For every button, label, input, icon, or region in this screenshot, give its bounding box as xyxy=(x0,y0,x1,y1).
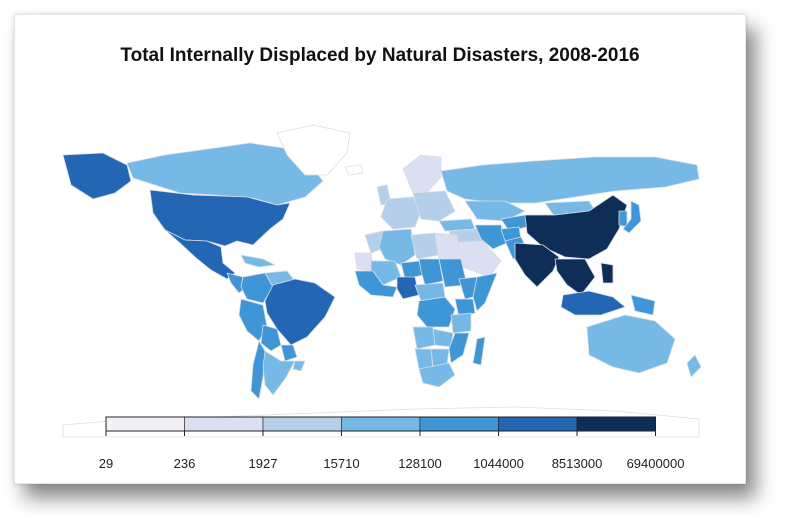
legend xyxy=(105,416,656,436)
region-Greenland[interactable] xyxy=(276,124,351,176)
legend-bin-7 xyxy=(576,416,656,432)
region-Nigeria[interactable] xyxy=(396,276,420,300)
region-Kazakhstan[interactable] xyxy=(464,200,526,222)
region-DR Congo[interactable] xyxy=(416,296,456,328)
region-Korea[interactable] xyxy=(618,210,628,228)
legend-bin-1 xyxy=(105,416,185,432)
region-New Zealand[interactable] xyxy=(686,354,702,378)
legend-bin-5 xyxy=(419,416,499,432)
region-Mainland Southeast Asia[interactable] xyxy=(554,258,596,296)
legend-label-4: 15710 xyxy=(323,456,360,471)
region-Angola[interactable] xyxy=(412,326,436,350)
region-Alaska[interactable] xyxy=(62,152,132,200)
region-Paraguay[interactable] xyxy=(280,344,298,362)
region-Madagascar[interactable] xyxy=(472,336,486,366)
region-Brazil[interactable] xyxy=(264,278,336,346)
region-India[interactable] xyxy=(514,242,560,288)
region-Caribbean[interactable] xyxy=(240,254,276,268)
region-West Africa[interactable] xyxy=(354,270,398,298)
legend-label-8: 69400000 xyxy=(626,456,685,471)
region-Iceland[interactable] xyxy=(344,164,364,176)
region-Zambia[interactable] xyxy=(432,328,454,348)
region-Algeria[interactable] xyxy=(378,228,416,266)
legend-bin-6 xyxy=(498,416,578,432)
region-Indonesia[interactable] xyxy=(560,290,626,316)
region-Canada[interactable] xyxy=(126,142,324,206)
legend-bin-2 xyxy=(184,416,264,432)
region-Chad[interactable] xyxy=(418,258,444,286)
legend-label-2: 236 xyxy=(173,456,196,471)
region-Iran[interactable] xyxy=(474,224,508,250)
region-Japan[interactable] xyxy=(622,200,642,234)
region-Bolivia[interactable] xyxy=(260,324,282,352)
region-Eastern Europe[interactable] xyxy=(412,190,456,222)
region-Western Europe[interactable] xyxy=(380,196,422,230)
legend-outline xyxy=(105,416,656,432)
region-Scandinavia[interactable] xyxy=(402,154,442,196)
legend-label-5: 128100 xyxy=(398,456,442,471)
region-Mexico[interactable] xyxy=(164,229,236,280)
legend-label-3: 1927 xyxy=(248,456,278,471)
map-frame: Total Internally Displaced by Natural Di… xyxy=(14,14,746,484)
region-Papua New Guinea[interactable] xyxy=(630,294,656,316)
region-Russia[interactable] xyxy=(440,156,700,204)
region-Kenya[interactable] xyxy=(454,298,476,318)
region-Australia[interactable] xyxy=(586,314,676,374)
map-title: Total Internally Displaced by Natural Di… xyxy=(120,45,640,66)
region-Egypt[interactable] xyxy=(434,232,460,260)
legend-label-1: 29 xyxy=(98,456,114,471)
region-Tanzania[interactable] xyxy=(450,312,472,334)
region-Chile[interactable] xyxy=(250,340,266,400)
region-Argentina[interactable] xyxy=(262,350,296,396)
legend-label-6: 1044000 xyxy=(473,456,524,471)
legend-bin-3 xyxy=(262,416,342,432)
region-South Africa[interactable] xyxy=(418,362,456,388)
legend-label-7: 8513000 xyxy=(551,456,603,471)
region-Philippines[interactable] xyxy=(600,262,614,284)
world-map xyxy=(62,124,702,438)
region-Mozambique[interactable] xyxy=(448,332,470,364)
region-Western Sahara[interactable] xyxy=(354,252,374,272)
region-Uruguay[interactable] xyxy=(292,360,306,372)
region-Somalia[interactable] xyxy=(472,272,498,312)
legend-bin-4 xyxy=(341,416,421,432)
